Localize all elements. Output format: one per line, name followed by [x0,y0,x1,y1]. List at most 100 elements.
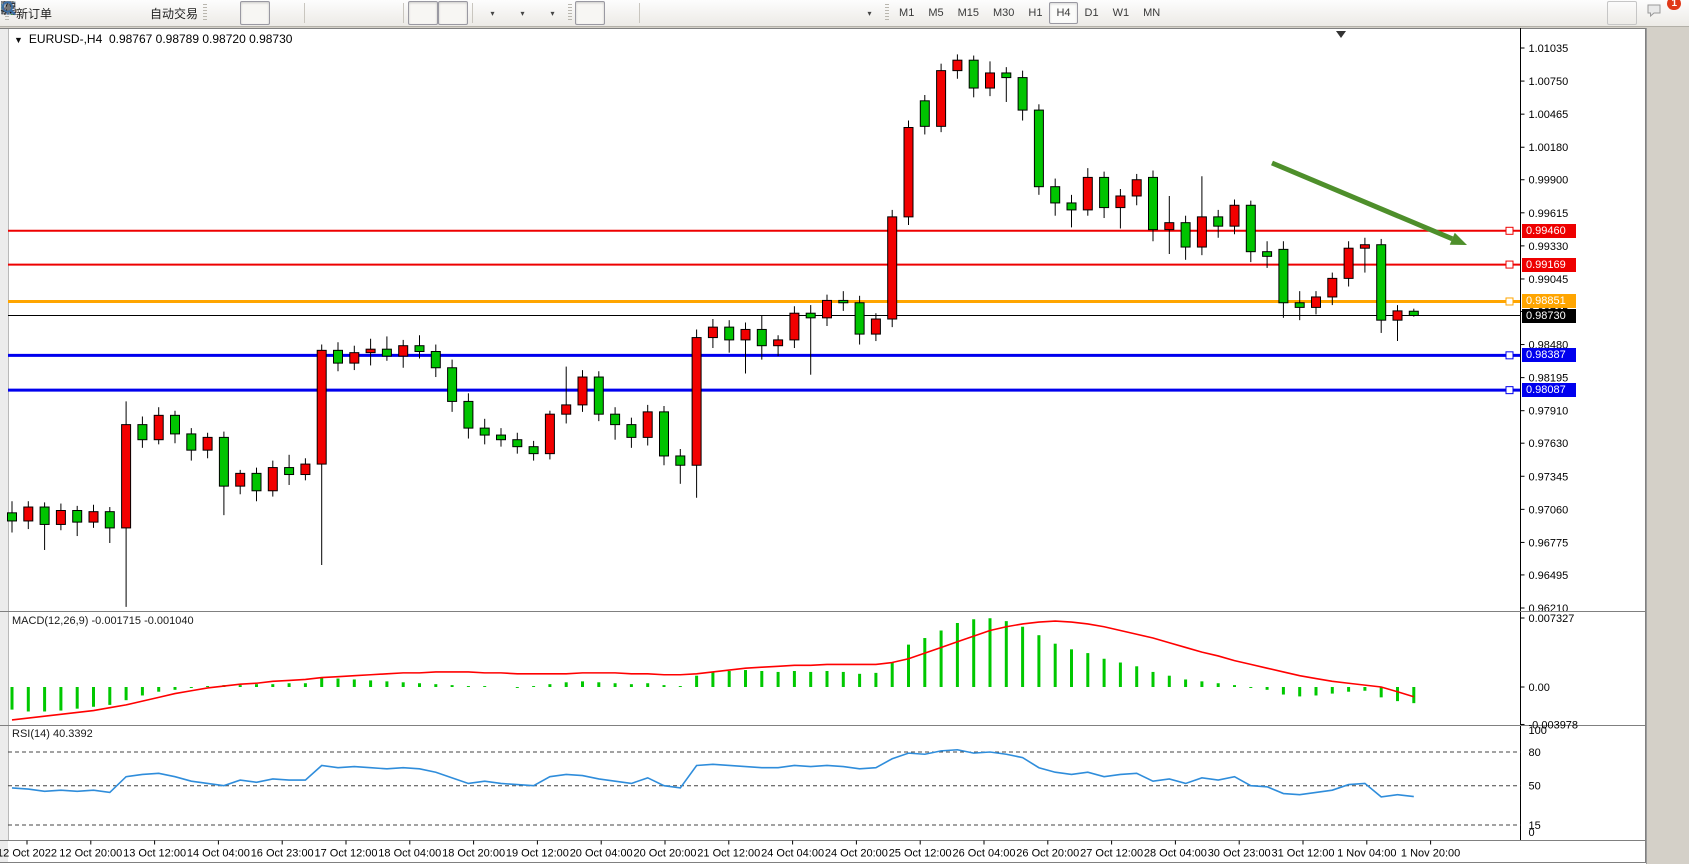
toolbar-tile-windows-button[interactable] [1,1,399,25]
candle [1213,216,1224,227]
toolbar-bar-chart-button[interactable] [2,1,240,25]
time-tick-label: 20 Oct 20:00 [634,848,697,860]
toolbar-grip[interactable] [203,4,208,22]
candle [1392,310,1403,321]
chart-window[interactable]: ▼ EURUSD-,H4 0.98767 0.98789 0.98720 0.98… [0,28,1646,864]
time-tick-label: 12 Oct 2022 [0,848,57,860]
toolbar-periods-button[interactable]: ▾ [1,1,537,25]
candle [7,512,17,522]
candle [691,337,702,466]
candle [1359,244,1370,249]
price-tick-label: 0.96495 [1529,570,1569,582]
rsi-indicator-label: RSI(14) 40.3392 [12,728,93,740]
candle [300,463,311,476]
candle [789,312,800,341]
toolbar-market-watch-button[interactable] [2,1,116,25]
trend-arrow-head [1449,232,1467,245]
toolbar-text-label-button[interactable]: T [1,1,854,25]
toolbar-line-chart-button[interactable] [1,1,300,25]
toolbar-trendline-button[interactable] [1,1,734,25]
candle [349,352,360,364]
price-tick-label: 0.97345 [1529,471,1569,483]
time-tick-label: 26 Oct 20:00 [1016,848,1079,860]
toolbar-search-button[interactable] [2,1,1637,25]
toolbar-fibonacci-button[interactable]: F [2,1,794,25]
timeframe-m5-button[interactable]: M5 [928,7,944,19]
macd-indicator-label: MACD(12,26,9) -0.001715 -0.001040 [12,615,194,627]
candle [1148,176,1158,231]
autotrading-label: 自动交易 [150,6,199,21]
price-line-badge: 0.99169 [1522,257,1576,272]
time-tick-label: 21 Oct 12:00 [697,848,760,860]
rsi-axis-label: 50 [1529,781,1541,793]
timeframe-m30-button[interactable]: M30 [993,7,1015,19]
chart-title-collapse-icon[interactable]: ▼ [14,35,23,45]
timeframe-w1-button[interactable]: W1 [1112,7,1130,19]
toolbar-templates-button[interactable]: ▾ [1,1,567,25]
candle [642,411,653,438]
time-tick-label: 16 Oct 23:00 [251,848,314,860]
candle [1196,216,1207,248]
toolbar-auto-scroll-button[interactable] [1,1,439,25]
toolbar-new-order-button[interactable]: 新订单 [1,1,56,25]
timeframe-d1-button[interactable]: D1 [1084,7,1099,19]
toolbar-text-button[interactable]: A [4,1,824,25]
price-tick-label: 1.00465 [1529,109,1569,121]
toolbar-indicators-list-button[interactable]: ▾ [1,1,507,25]
price-tick-label: 0.97910 [1529,406,1569,418]
candle [1229,204,1240,227]
chart-shift-marker-icon [1336,31,1346,38]
toolbar-zoom-in-button[interactable] [1,1,339,25]
toolbar-crosshair-button[interactable] [2,1,635,25]
toolbar-signals-button[interactable] [2,1,146,25]
price-tick-label: 0.99900 [1529,175,1569,187]
toolbar-cursor-button[interactable] [6,1,606,25]
candle [903,127,914,218]
toolbar-grip[interactable] [568,4,573,22]
toolbar-arrows-button[interactable]: ▾ [1,1,884,25]
timeframe-m1-button[interactable]: M1 [899,7,915,19]
candle [1294,302,1305,308]
candle [1262,251,1273,257]
toolbar-candlestick-chart-button[interactable] [2,1,271,25]
toolbar-equidistant-channel-button[interactable]: E [0,1,764,25]
candle [153,414,164,441]
time-tick-label: 12 Oct 20:00 [59,848,122,860]
new-order-label: 新订单 [16,6,53,21]
candle [381,348,392,357]
timeframe-m15-button[interactable]: M15 [957,7,979,19]
candle [137,424,148,441]
candle [740,328,751,341]
candle [528,446,539,455]
candle [1131,179,1142,197]
price-tick-label: 0.99330 [1529,241,1569,253]
candle [675,455,686,466]
toolbar-vertical-line-button[interactable] [5,1,674,25]
candle [512,439,523,448]
macd-signal-value: -0.001040 [144,615,194,627]
candle [1376,244,1387,321]
toolbar-notifications-button[interactable]: 1 [1645,0,1681,25]
notification-badge: 1 [1667,0,1681,10]
toolbar-autotrading-button[interactable]: 自动交易 [1,1,202,25]
timeframe-h1-button[interactable]: H1 [1028,7,1043,19]
candle [72,510,83,523]
toolbar-zoom-out-button[interactable] [1,1,369,25]
toolbar-grip[interactable] [885,4,890,22]
time-tick-label: 24 Oct 20:00 [825,848,888,860]
price-tick-label: 0.98195 [1529,373,1569,385]
toolbar-horizontal-line-button[interactable] [2,1,704,25]
toolbar-chart-shift-button[interactable] [1,1,469,25]
price-chart-canvas[interactable]: 1.01035 1.00750 1.00465 1.00180 0.99900 0.996… [0,28,1646,864]
timeframe-h4-button[interactable]: H4 [1049,2,1078,24]
candle [1082,176,1093,211]
candle [186,433,197,451]
toolbar-separator [472,3,474,23]
chevron-down-icon: ▾ [550,8,555,18]
price-line-badge: 0.98387 [1522,348,1576,363]
timeframe-mn-button[interactable]: MN [1143,7,1161,19]
toolbar-profiles-button[interactable] [1,1,86,25]
time-tick-label: 27 Oct 12:00 [1080,848,1143,860]
time-tick-label: 1 Nov 04:00 [1337,848,1396,860]
time-tick-label: 28 Oct 04:00 [1144,848,1207,860]
